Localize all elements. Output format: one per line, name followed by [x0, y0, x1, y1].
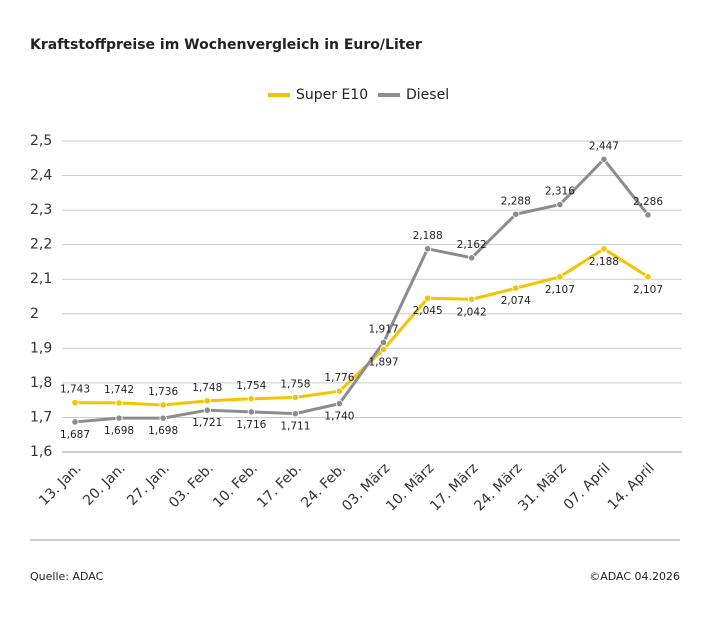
chart-title: Kraftstoffpreise im Wochenvergleich in E… [30, 37, 422, 53]
x-tick-label: 13. Jan. [36, 460, 85, 509]
data-point [159, 414, 167, 422]
data-point [291, 393, 299, 402]
source: Quelle: ADAC [30, 570, 104, 583]
value-label: 1,754 [236, 380, 266, 392]
data-point [424, 294, 432, 302]
value-label: 1,711 [280, 421, 310, 433]
data-point [115, 399, 123, 407]
y-tick-label: 2,2 [30, 237, 52, 253]
data-point [203, 397, 211, 405]
value-label: 2,042 [457, 306, 487, 318]
value-label: 1,698 [148, 425, 178, 437]
data-point [644, 211, 652, 219]
y-tick-label: 2,5 [30, 133, 52, 149]
x-tick-label: 07. April [561, 460, 614, 513]
data-point [556, 273, 564, 281]
value-label: 1,687 [60, 429, 90, 441]
value-label: 2,074 [501, 295, 531, 307]
value-label: 1,716 [236, 419, 266, 431]
value-label: 1,736 [148, 386, 178, 398]
value-label: 1,758 [280, 378, 310, 390]
x-tick-label: 17. Feb. [254, 460, 305, 511]
value-label: 2,107 [633, 284, 663, 296]
y-tick-label: 1,7 [30, 409, 52, 425]
series-line [74, 157, 650, 424]
data-point [203, 406, 211, 414]
copyright: ©ADAC 04.2026 [589, 570, 680, 583]
data-point [159, 401, 167, 409]
data-point [247, 408, 255, 416]
value-label: 2,286 [633, 196, 663, 208]
value-label: 1,776 [324, 372, 354, 384]
value-label: 1,897 [369, 356, 399, 368]
data-point [335, 387, 344, 395]
value-label: 2,316 [545, 186, 575, 198]
data-point [424, 245, 432, 253]
data-point [556, 200, 564, 209]
value-label: 1,743 [60, 384, 90, 396]
value-label: 1,740 [324, 411, 354, 423]
value-label: 2,288 [501, 195, 531, 207]
legend-label: Diesel [406, 87, 449, 103]
y-tick-label: 2,3 [30, 202, 52, 218]
data-point [468, 295, 476, 303]
value-label: 1,917 [369, 323, 399, 335]
y-tick-label: 1,9 [30, 340, 52, 356]
value-label: 2,188 [413, 230, 443, 242]
data-point [291, 410, 299, 418]
x-tick-label: 14. April [605, 460, 658, 513]
x-tick-label: 10. Feb. [210, 460, 261, 511]
series-line [74, 247, 649, 407]
data-point [600, 245, 608, 253]
x-tick-label: 03. Feb. [166, 460, 217, 511]
value-label: 2,188 [589, 256, 619, 268]
data-point [512, 284, 520, 292]
data-point [379, 338, 388, 347]
data-point [468, 254, 476, 262]
data-point [115, 414, 123, 422]
x-tick-label: 27. Jan. [124, 460, 173, 509]
data-point [600, 155, 608, 163]
data-point [247, 395, 255, 403]
data-point [644, 273, 652, 281]
data-point [71, 398, 79, 407]
y-tick-label: 2,4 [30, 168, 52, 184]
data-point [379, 345, 388, 353]
y-tick-label: 1,6 [30, 444, 52, 460]
x-tick-label: 31. März [515, 460, 569, 514]
data-point [335, 400, 344, 408]
y-tick-label: 2 [30, 306, 39, 322]
value-label: 2,447 [589, 140, 619, 152]
data-point [512, 210, 520, 218]
value-label: 2,107 [545, 284, 575, 296]
value-label: 2,162 [457, 239, 487, 251]
legend-label: Super E10 [296, 87, 368, 103]
value-label: 1,698 [104, 425, 134, 437]
value-label: 1,742 [104, 384, 134, 396]
value-label: 2,045 [413, 305, 443, 317]
y-tick-label: 2,1 [30, 271, 52, 287]
value-label: 1,748 [192, 382, 222, 394]
data-point [71, 418, 79, 426]
y-tick-label: 1,8 [30, 375, 52, 391]
x-tick-label: 20. Jan. [80, 460, 129, 509]
value-label: 1,721 [192, 417, 222, 429]
